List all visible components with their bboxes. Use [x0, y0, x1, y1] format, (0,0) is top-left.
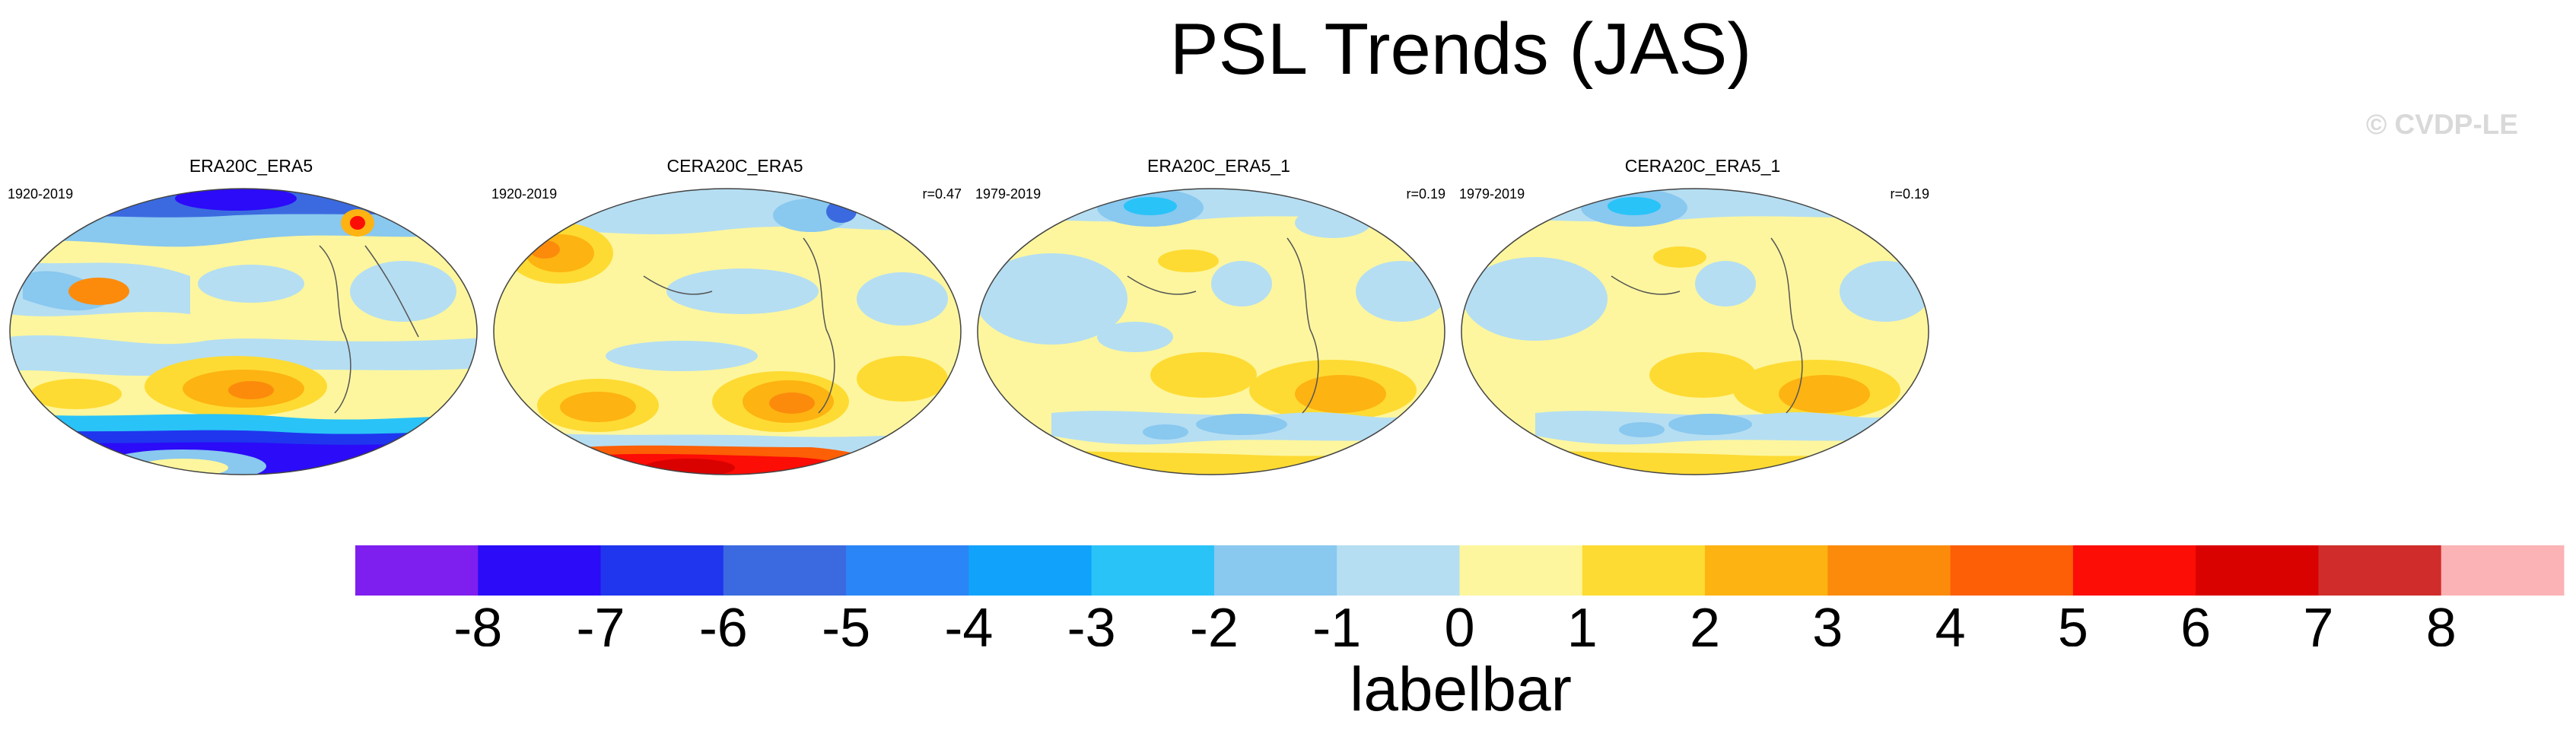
map-panel-4: CERA20C_ERA5_1 1979-2019 r=0.19 — [1459, 156, 1946, 483]
colorbar-box — [2072, 545, 2196, 596]
trend-map — [9, 188, 478, 475]
panel-title: CERA20C_ERA5 — [666, 156, 803, 176]
colorbar-box — [723, 545, 847, 596]
colorbar-tick-label: -5 — [822, 598, 870, 646]
colorbar-box — [968, 545, 1092, 596]
colorbar-tick-label: -2 — [1190, 598, 1239, 646]
colorbar-title: labelbar — [1350, 655, 1572, 724]
colorbar-tick-label: 7 — [2303, 598, 2333, 646]
colorbar-box — [1091, 545, 1215, 596]
colorbar-tick-label: 4 — [1935, 598, 1966, 646]
panel-correlation: r=0.47 — [922, 186, 962, 202]
colorbar-tick-label: -8 — [453, 598, 502, 646]
colorbar-box — [478, 545, 602, 596]
colorbar-tick-label: 2 — [1690, 598, 1720, 646]
colorbar-tick-label: 8 — [2426, 598, 2457, 646]
map-panel-3: ERA20C_ERA5_1 1979-2019 r=0.19 — [975, 156, 1462, 483]
watermark: © CVDP-LE — [2366, 109, 2518, 140]
colorbar: -8 -7 -6 -5 -4 -3 -2 -1 0 1 2 3 4 5 6 7 8 — [355, 545, 2565, 646]
chart-title: PSL Trends (JAS) — [1169, 8, 1752, 90]
colorbar-tick-label: 1 — [1567, 598, 1598, 646]
trend-map — [977, 188, 1445, 475]
colorbar-tick-label: -3 — [1067, 598, 1116, 646]
panel-period: 1979-2019 — [975, 186, 1042, 202]
panel-title: ERA20C_ERA5_1 — [1147, 156, 1290, 176]
trend-map — [1461, 188, 1929, 475]
colorbar-box — [2441, 545, 2565, 596]
colorbar-tick-label: 6 — [2180, 598, 2211, 646]
colorbar-tick-label: -4 — [944, 598, 993, 646]
colorbar-box — [1459, 545, 1583, 596]
colorbar-tick-label: 5 — [2058, 598, 2088, 646]
panel-period: 1920-2019 — [8, 186, 74, 202]
colorbar-tick-label: -6 — [699, 598, 748, 646]
panel-period: 1920-2019 — [491, 186, 558, 202]
panel-title: ERA20C_ERA5 — [189, 156, 313, 176]
colorbar-box — [600, 545, 724, 596]
colorbar-box — [1950, 545, 2074, 596]
colorbar-box — [846, 545, 969, 596]
colorbar-box — [1827, 545, 1951, 596]
colorbar-tick-label: 3 — [1812, 598, 1843, 646]
colorbar-box — [355, 545, 479, 596]
colorbar-tick-label: -1 — [1312, 598, 1361, 646]
trend-map — [493, 188, 962, 475]
panel-period: 1979-2019 — [1459, 186, 1525, 202]
colorbar-box — [1705, 545, 1828, 596]
colorbar-box — [2196, 545, 2319, 596]
map-panel-2: CERA20C_ERA5 1920-2019 r=0.47 — [491, 156, 978, 483]
panel-correlation: r=0.19 — [1406, 186, 1445, 202]
colorbar-box — [1337, 545, 1460, 596]
panel-correlation: r=0.19 — [1890, 186, 1929, 202]
colorbar-tick-label: -7 — [577, 598, 625, 646]
colorbar-box — [1582, 545, 1706, 596]
panel-title: CERA20C_ERA5_1 — [1624, 156, 1781, 176]
colorbar-tick-label: 0 — [1444, 598, 1474, 646]
map-panel-1: ERA20C_ERA5 1920-2019 — [8, 156, 495, 483]
colorbar-box — [2318, 545, 2442, 596]
colorbar-box — [1213, 545, 1337, 596]
